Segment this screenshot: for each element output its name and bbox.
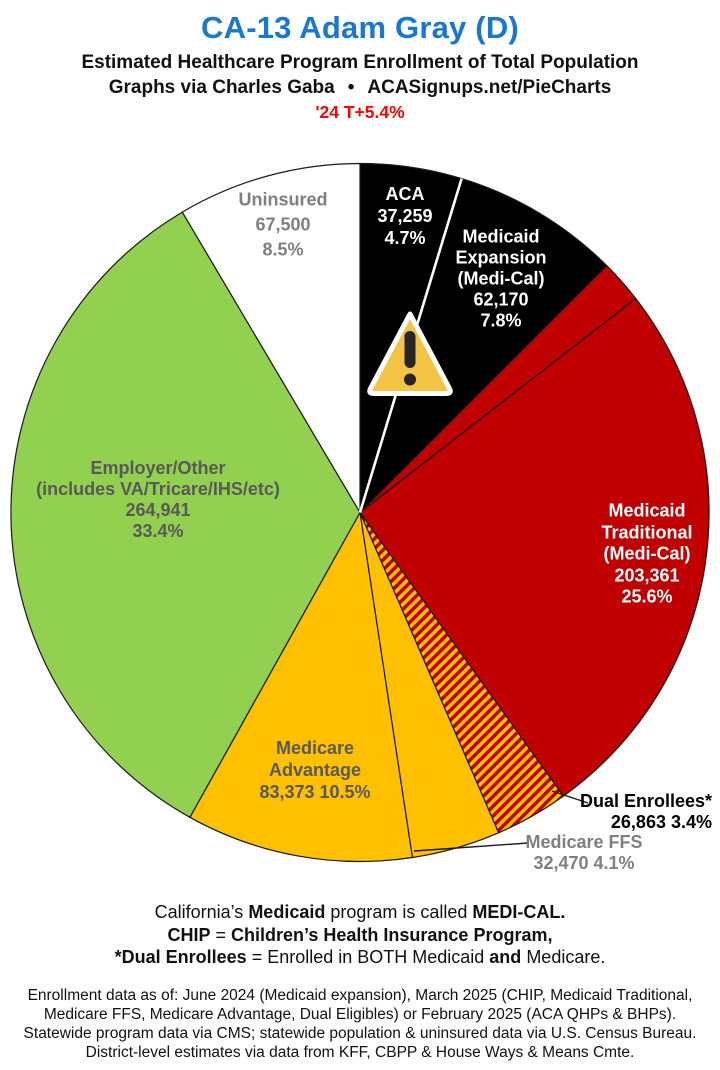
note-medicaid-name: California’s Medicaid program is called … (154, 902, 566, 922)
slice-label-line: 37,259 (377, 206, 433, 226)
slice-label-line: 62,170 (473, 289, 529, 310)
slice-label-line: Medicaid (462, 226, 540, 247)
callout-label-dual-enrollees: Dual Enrollees* 26,863 3.4% (580, 791, 712, 833)
callout-label-line: 32,470 4.1% (533, 853, 635, 873)
page-title: CA-13 Adam Gray (D) (201, 10, 519, 45)
warning-exclamation-bar (404, 331, 416, 368)
dual-enrollees-callout-line (551, 790, 589, 804)
slice-label-line: Uninsured (238, 189, 328, 210)
slice-label-line: Advantage (268, 760, 362, 780)
slice-label-line: Expansion (455, 247, 547, 268)
pie-slice-medicaid-expansion (359, 177, 608, 513)
chart-byline: Graphs via Charles Gaba • ACASignups.net/P… (0, 77, 720, 99)
slice-label-line: Employer/Other (90, 458, 226, 478)
byline-site: ACASignups.net/PieCharts (367, 77, 612, 98)
slice-label-line: Medicare (275, 738, 355, 758)
slice-label-uninsured: Uninsured 67,500 8.5% (238, 188, 327, 263)
slice-label-line: 25.6% (621, 586, 673, 607)
slice-label-line: (includes VA/Tricare/IHS/etc) (36, 479, 280, 499)
note-chip-definition: CHIP = Children’s Health Insurance Progr… (167, 924, 553, 945)
slice-label-employer-other: Employer/Other (includes VA/Tricare/IHS/… (36, 458, 280, 542)
pie-slice-uninsured (181, 162, 361, 515)
pie-slice-medicare-advantage (189, 510, 414, 863)
slice-label-line: Traditional (601, 521, 693, 542)
slice-label-line: (Medi-Cal) (457, 268, 545, 289)
slice-label-line: 7.8% (480, 310, 522, 331)
pie-slice-medicaid-traditional (359, 297, 710, 797)
slice-label-line: 203,361 (614, 564, 680, 585)
slice-label-aca: ACA 37,259 4.7% (377, 183, 432, 249)
warning-triangle-border (367, 311, 453, 396)
source-line: Medicare FFS, Medicare Advantage, Dual E… (43, 1006, 677, 1023)
medicare-ffs-callout-line (413, 842, 529, 852)
slice-label-medicaid-traditional: Medicaid Traditional (Medi-Cal) 203,361 … (601, 500, 692, 608)
slice-label-line: Medicaid (608, 500, 686, 521)
source-line: District-level estimates via data from K… (85, 1044, 635, 1061)
slice-label-medicare-advantage: Medicare Advantage 83,373 10.5% (259, 737, 370, 803)
callout-label-line: 26,863 3.4% (610, 812, 712, 832)
slice-label-line: 8.5% (262, 239, 304, 260)
warning-exclamation-dot (404, 373, 416, 386)
definitions-notes: California’s Medicaid program is called … (0, 901, 720, 969)
callout-label-medicare-ffs: Medicare FFS 32,470 4.1% (525, 832, 642, 874)
byline-author: Graphs via Charles Gaba (108, 77, 335, 98)
source-line: Enrollment data as of: June 2024 (Medica… (27, 987, 693, 1004)
warning-icon (367, 311, 453, 396)
slice-label-line: (Medi-Cal) (603, 543, 691, 564)
slice-label-line: 83,373 10.5% (259, 782, 371, 802)
delta-annotation: '24 T+5.4% (315, 102, 405, 122)
pie-slice-employer-other (10, 211, 361, 819)
source-line: Statewide program data via CMS; statewid… (23, 1025, 697, 1042)
slice-label-line: 264,941 (125, 500, 191, 520)
slice-label-line: ACA (385, 184, 425, 204)
bullet-separator: • (347, 77, 355, 98)
slice-label-line: 33.4% (132, 521, 184, 541)
callout-label-line: Medicare FFS (525, 832, 643, 852)
slice-label-line: 67,500 (255, 214, 311, 235)
slice-label-medicaid-expansion: Medicaid Expansion (Medi-Cal) 62,170 7.8… (455, 227, 546, 332)
source-footnote: Enrollment data as of: June 2024 (Medica… (0, 986, 720, 1062)
chart-subtitle: Estimated Healthcare Program Enrollment … (81, 52, 639, 73)
callout-label-line: Dual Enrollees* (579, 791, 712, 811)
note-dual-definition: *Dual Enrollees = Enrolled in BOTH Medic… (114, 947, 606, 967)
slice-label-line: 4.7% (384, 228, 426, 248)
